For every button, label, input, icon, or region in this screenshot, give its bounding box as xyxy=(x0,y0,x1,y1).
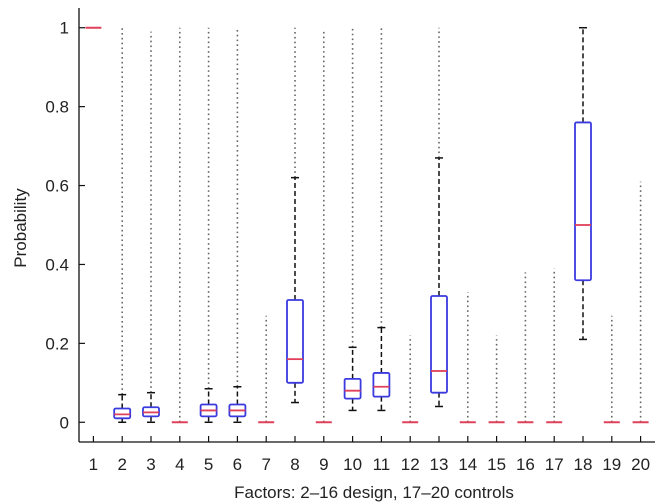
x-tick-label: 4 xyxy=(175,455,184,474)
x-tick-label: 17 xyxy=(545,455,564,474)
x-tick-label: 14 xyxy=(458,455,477,474)
x-tick-label: 3 xyxy=(146,455,155,474)
x-axis-label: Factors: 2–16 design, 17–20 controls xyxy=(234,483,514,502)
box xyxy=(372,372,391,398)
y-axis-label: Probability xyxy=(11,188,30,268)
x-tick-label: 13 xyxy=(430,455,449,474)
x-tick-label: 2 xyxy=(117,455,126,474)
y-tick-label: 0.2 xyxy=(45,334,69,353)
box xyxy=(113,407,132,420)
box xyxy=(286,299,304,384)
x-tick-label: 15 xyxy=(487,455,506,474)
x-tick-label: 8 xyxy=(290,455,299,474)
x-tick-label: 20 xyxy=(631,455,650,474)
x-tick-label: 11 xyxy=(373,455,391,474)
x-tick-label: 6 xyxy=(233,455,242,474)
box xyxy=(430,295,448,394)
y-tick-label: 0 xyxy=(60,413,69,432)
x-tick-label: 12 xyxy=(401,455,420,474)
y-tick-label: 0.6 xyxy=(45,177,69,196)
x-tick-label: 19 xyxy=(602,455,621,474)
x-tick-label: 1 xyxy=(89,455,98,474)
x-tick-label: 5 xyxy=(204,455,213,474)
axes: 00.20.40.60.811 2 3 4 5 6 7 8 9 10 11 12 13 14 15 16 17 1… xyxy=(45,8,655,474)
plot-area xyxy=(85,26,649,424)
y-tick-label: 1 xyxy=(60,19,69,38)
y-tick-label: 0.8 xyxy=(45,98,69,117)
x-tick-label: 16 xyxy=(516,455,535,474)
box xyxy=(343,377,362,400)
box xyxy=(574,121,592,282)
x-tick-label: 10 xyxy=(343,455,362,474)
x-tick-label: 7 xyxy=(261,455,270,474)
y-tick-label: 0.4 xyxy=(45,255,69,274)
x-tick-label: 9 xyxy=(319,455,328,474)
x-tick-label: 18 xyxy=(574,455,593,474)
